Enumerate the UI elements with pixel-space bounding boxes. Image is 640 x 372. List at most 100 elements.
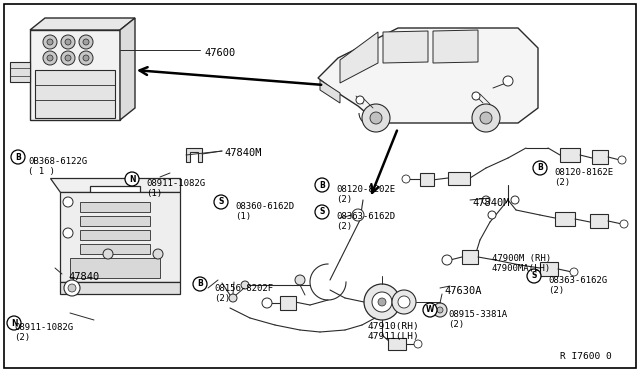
Circle shape [61,51,75,65]
Polygon shape [340,32,378,83]
Circle shape [370,112,382,124]
Text: N: N [11,318,17,327]
Circle shape [103,249,113,259]
Circle shape [7,316,21,330]
Text: 08360-6162D: 08360-6162D [235,202,294,211]
Text: N: N [129,174,135,183]
Circle shape [533,161,547,175]
Text: B: B [15,153,21,161]
Text: (2): (2) [448,320,464,329]
Circle shape [315,205,329,219]
Circle shape [378,298,386,306]
Polygon shape [555,212,575,226]
Polygon shape [30,30,120,120]
Text: 0B368-6122G: 0B368-6122G [28,157,87,166]
Text: (2): (2) [554,178,570,187]
Circle shape [125,172,139,186]
Polygon shape [318,28,538,123]
Circle shape [153,249,163,259]
Polygon shape [70,258,160,278]
Polygon shape [80,244,150,254]
Polygon shape [80,230,150,240]
Circle shape [193,277,207,291]
Circle shape [47,39,53,45]
Circle shape [503,76,513,86]
Polygon shape [80,202,150,212]
Polygon shape [30,18,135,30]
Text: 47840: 47840 [68,272,99,282]
Text: 47840M: 47840M [472,198,509,208]
Circle shape [527,269,541,283]
Polygon shape [592,150,608,164]
Polygon shape [50,178,180,192]
Circle shape [480,112,492,124]
Circle shape [442,255,452,265]
Circle shape [570,268,578,276]
Circle shape [488,211,496,219]
Circle shape [11,150,25,164]
Text: S: S [319,208,324,217]
Text: (1): (1) [235,212,251,221]
Circle shape [63,197,73,207]
Text: R I7600 0: R I7600 0 [560,352,612,361]
Polygon shape [388,338,406,350]
Circle shape [241,281,249,289]
Text: 08911-1082G: 08911-1082G [14,323,73,332]
Polygon shape [590,214,608,228]
Text: B: B [537,164,543,173]
Text: 08156-8202F: 08156-8202F [214,284,273,293]
Circle shape [364,284,400,320]
Circle shape [352,209,364,221]
Polygon shape [540,262,558,276]
Text: 47910(RH)
47911(LH): 47910(RH) 47911(LH) [368,322,420,341]
Text: (2): (2) [548,286,564,295]
Circle shape [65,55,71,61]
Polygon shape [80,216,150,226]
Circle shape [392,290,416,314]
Polygon shape [420,173,434,186]
Circle shape [433,303,447,317]
Circle shape [229,294,237,302]
Text: ( 1 ): ( 1 ) [28,167,55,176]
Text: (2): (2) [336,195,352,204]
Circle shape [68,284,76,292]
Polygon shape [383,31,428,63]
Polygon shape [433,30,478,63]
Circle shape [482,196,490,204]
Text: (2): (2) [14,333,30,342]
Circle shape [79,51,93,65]
Circle shape [414,340,422,348]
Text: W: W [426,305,434,314]
Circle shape [43,35,57,49]
Polygon shape [35,70,115,118]
Text: S: S [218,198,224,206]
Polygon shape [60,192,180,282]
Polygon shape [320,80,340,103]
Circle shape [214,195,228,209]
Text: 47600: 47600 [204,48,236,58]
Text: S: S [531,272,537,280]
Polygon shape [462,250,478,264]
Polygon shape [448,172,470,185]
Circle shape [362,104,390,132]
Circle shape [61,35,75,49]
Circle shape [295,275,305,285]
Text: (1): (1) [146,189,162,198]
Text: 08120-8162E: 08120-8162E [554,168,613,177]
Text: 08911-1082G: 08911-1082G [146,179,205,188]
Circle shape [79,35,93,49]
Circle shape [402,175,410,183]
Polygon shape [560,148,580,162]
Circle shape [398,296,410,308]
Circle shape [83,55,89,61]
Text: B: B [197,279,203,289]
Text: 08363-6162D: 08363-6162D [336,212,395,221]
Text: (2): (2) [214,294,230,303]
Text: 47630A: 47630A [444,286,481,296]
Text: (2): (2) [336,222,352,231]
Circle shape [64,280,80,296]
Circle shape [83,39,89,45]
Circle shape [620,220,628,228]
Circle shape [47,55,53,61]
Text: 08915-3381A: 08915-3381A [448,310,507,319]
